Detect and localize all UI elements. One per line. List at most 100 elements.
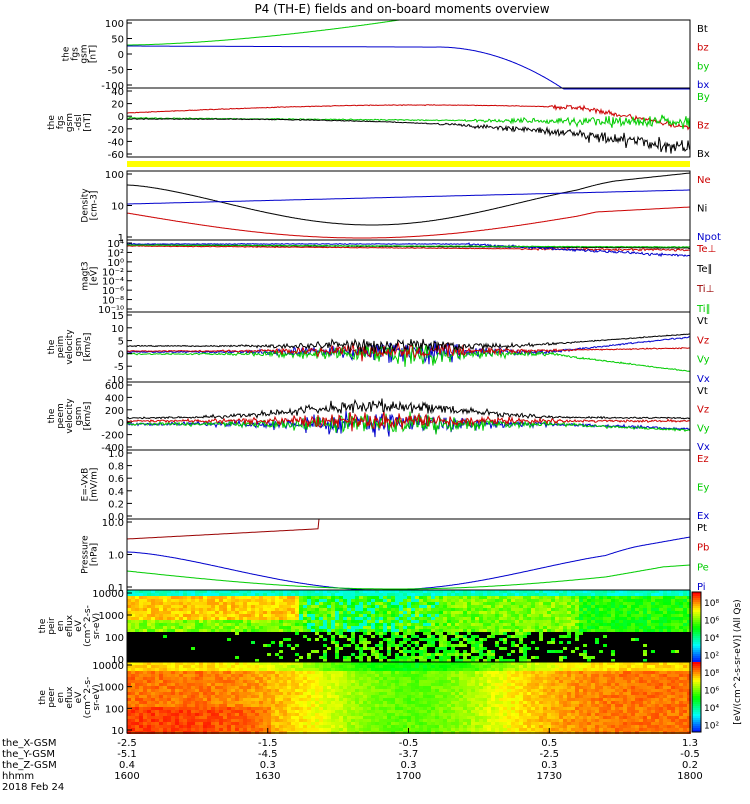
spectrogram-cell bbox=[651, 638, 655, 641]
spectrogram-cell bbox=[131, 683, 135, 686]
spectrogram-cell bbox=[459, 605, 463, 608]
spectrogram-cell bbox=[219, 680, 223, 683]
spectrogram-cell bbox=[391, 605, 395, 608]
spectrogram-cell bbox=[323, 608, 327, 611]
spectrogram-cell bbox=[451, 599, 455, 602]
spectrogram-cell bbox=[251, 662, 255, 665]
spectrogram-cell bbox=[523, 599, 527, 602]
spectrogram-cell bbox=[179, 602, 183, 605]
ion-spectrogram bbox=[127, 590, 691, 662]
spectrogram-cell bbox=[179, 653, 183, 656]
spectrogram-cell bbox=[267, 665, 271, 668]
spectrogram-cell bbox=[539, 665, 543, 668]
spectrogram-cell bbox=[655, 668, 659, 671]
spectrogram-cell bbox=[627, 644, 631, 647]
spectrogram-cell bbox=[559, 638, 563, 641]
spectrogram-cell bbox=[143, 626, 147, 629]
spectrogram-cell bbox=[615, 620, 619, 623]
spectrogram-cell bbox=[615, 629, 619, 632]
spectrogram-cell bbox=[595, 653, 599, 656]
spectrogram-cell bbox=[659, 605, 663, 608]
spectrogram-cell bbox=[571, 590, 575, 593]
spectrogram-cell bbox=[359, 680, 363, 683]
spectrogram-cell bbox=[231, 656, 235, 659]
spectrogram-cell bbox=[271, 629, 275, 632]
spectrogram-cell bbox=[395, 686, 399, 689]
spectrogram-cell bbox=[655, 677, 659, 680]
spectrogram-cell bbox=[423, 632, 427, 635]
spectrogram-cell bbox=[223, 650, 227, 653]
spectrogram-cell bbox=[535, 605, 539, 608]
spectrogram-cell bbox=[143, 680, 147, 683]
spectrogram-cell bbox=[307, 593, 311, 596]
spectrogram-cell bbox=[287, 653, 291, 656]
spectrogram-cell bbox=[171, 692, 175, 695]
spectrogram-cell bbox=[415, 665, 419, 668]
spectrogram-cell bbox=[347, 653, 351, 656]
spectrogram-cell bbox=[655, 680, 659, 683]
spectrogram-cell bbox=[435, 689, 439, 692]
spectrogram-cell bbox=[175, 671, 179, 674]
spectrogram-cell bbox=[159, 590, 163, 593]
spectrogram-cell bbox=[467, 638, 471, 641]
spectrogram-cell bbox=[163, 608, 167, 611]
spectrogram-cell bbox=[287, 626, 291, 629]
spectrogram-cell bbox=[263, 608, 267, 611]
spectrogram-cell bbox=[315, 626, 319, 629]
spectrogram-cell bbox=[655, 626, 659, 629]
spectrogram-cell bbox=[195, 614, 199, 617]
spectrogram-cell bbox=[259, 650, 263, 653]
spectrogram-cell bbox=[283, 599, 287, 602]
spectrogram-cell bbox=[207, 671, 211, 674]
spectrogram-cell bbox=[515, 608, 519, 611]
spectrogram-cell bbox=[395, 623, 399, 626]
spectrogram-cell bbox=[207, 593, 211, 596]
spectrogram-cell bbox=[515, 596, 519, 599]
spectrogram-cell bbox=[407, 644, 411, 647]
spectrogram-cell bbox=[643, 674, 647, 677]
spectrogram-cell bbox=[311, 608, 315, 611]
spectrogram-cell bbox=[423, 659, 427, 662]
spectrogram-cell bbox=[319, 632, 323, 635]
spectrogram-cell bbox=[623, 635, 627, 638]
spectrogram-cell bbox=[315, 656, 319, 659]
spectrogram-cell bbox=[531, 686, 535, 689]
spectrogram-cell bbox=[531, 653, 535, 656]
spectrogram-cell bbox=[547, 653, 551, 656]
spectrogram-cell bbox=[471, 614, 475, 617]
spectrogram-cell bbox=[479, 686, 483, 689]
spectrogram-cell bbox=[155, 599, 159, 602]
spectrogram-cell bbox=[507, 608, 511, 611]
spectrogram-cell bbox=[255, 686, 259, 689]
spectrogram-cell bbox=[375, 641, 379, 644]
spectrogram-cell bbox=[183, 650, 187, 653]
spectrogram-cell bbox=[439, 656, 443, 659]
spectrogram-cell bbox=[267, 671, 271, 674]
spectrogram-cell bbox=[227, 596, 231, 599]
spectrogram-cell bbox=[223, 617, 227, 620]
spectrogram-cell bbox=[403, 614, 407, 617]
spectrogram-cell bbox=[383, 665, 387, 668]
spectrogram-cell bbox=[499, 677, 503, 680]
spectrogram-cell bbox=[435, 635, 439, 638]
spectrogram-cell bbox=[343, 647, 347, 650]
spectrogram-cell bbox=[451, 647, 455, 650]
spectrogram-cell bbox=[559, 590, 563, 593]
spectrogram-cell bbox=[335, 641, 339, 644]
spectrogram-cell bbox=[287, 680, 291, 683]
spectrogram-cell bbox=[171, 683, 175, 686]
spectrogram-cell bbox=[667, 617, 671, 620]
spectrogram-cell bbox=[259, 686, 263, 689]
spectrogram-cell bbox=[655, 644, 659, 647]
spectrogram-cell bbox=[139, 683, 143, 686]
spectrogram-cell bbox=[583, 659, 587, 662]
spectrogram-cell bbox=[335, 662, 339, 665]
spectrogram-cell bbox=[211, 605, 215, 608]
spectrogram-cell bbox=[599, 614, 603, 617]
spectrogram-cell bbox=[135, 596, 139, 599]
spectrogram-cell bbox=[327, 632, 331, 635]
spectrogram-cell bbox=[523, 686, 527, 689]
spectrogram-cell bbox=[631, 644, 635, 647]
spectrogram-cell bbox=[163, 638, 167, 641]
spectrogram-cell bbox=[659, 596, 663, 599]
